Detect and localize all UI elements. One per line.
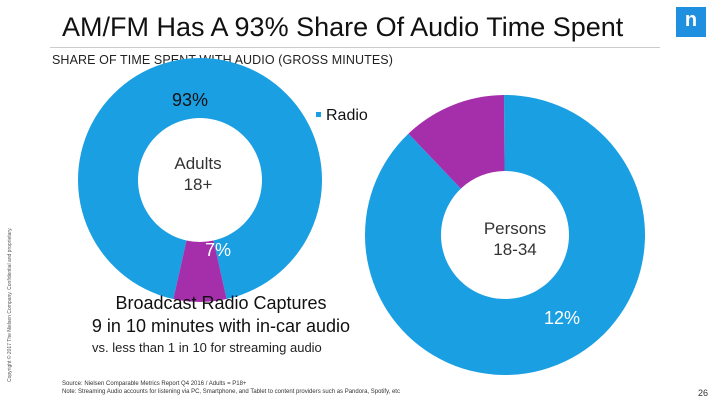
slice-label-other: 7% — [205, 240, 231, 260]
donut-slice-radio — [365, 95, 645, 376]
source-notes: Source: Nielsen Comparable Metrics Repor… — [62, 380, 400, 396]
slice-label-radio: 88% — [487, 170, 523, 190]
page-title: AM/FM Has A 93% Share Of Audio Time Spen… — [62, 12, 624, 42]
center-label-line: Adults — [174, 154, 221, 173]
donut-slice-other — [408, 95, 505, 189]
source-line: Source: Nielsen Comparable Metrics Repor… — [62, 381, 247, 387]
center-label-line: 18+ — [184, 175, 213, 194]
chart-subtitle: SHARE OF TIME SPENT WITH AUDIO (GROSS MI… — [52, 53, 393, 67]
center-label-line: 18-34 — [493, 240, 536, 259]
headline-subline: vs. less than 1 in 10 for streaming audi… — [92, 340, 322, 355]
note-line: Note: Streaming Audio accounts for liste… — [62, 389, 400, 395]
legend-swatch-radio — [316, 112, 321, 117]
headline-line-2: 9 in 10 minutes with in-car audio — [91, 316, 351, 336]
headline-text: Broadcast Radio Captures 9 in 10 minutes… — [52, 292, 390, 338]
donut-slice-radio — [77, 58, 322, 300]
donut-slice-other — [173, 240, 227, 302]
legend-label-radio: Radio — [326, 107, 368, 124]
slice-label-radio: 93% — [172, 90, 208, 110]
title-divider — [50, 47, 660, 48]
nielsen-logo-icon: n — [676, 7, 706, 37]
page-number: 26 — [697, 388, 708, 398]
headline-line-1: Broadcast Radio Captures — [115, 293, 327, 313]
slice-label-other: 12% — [544, 308, 580, 328]
center-label-line: Persons — [484, 219, 546, 238]
